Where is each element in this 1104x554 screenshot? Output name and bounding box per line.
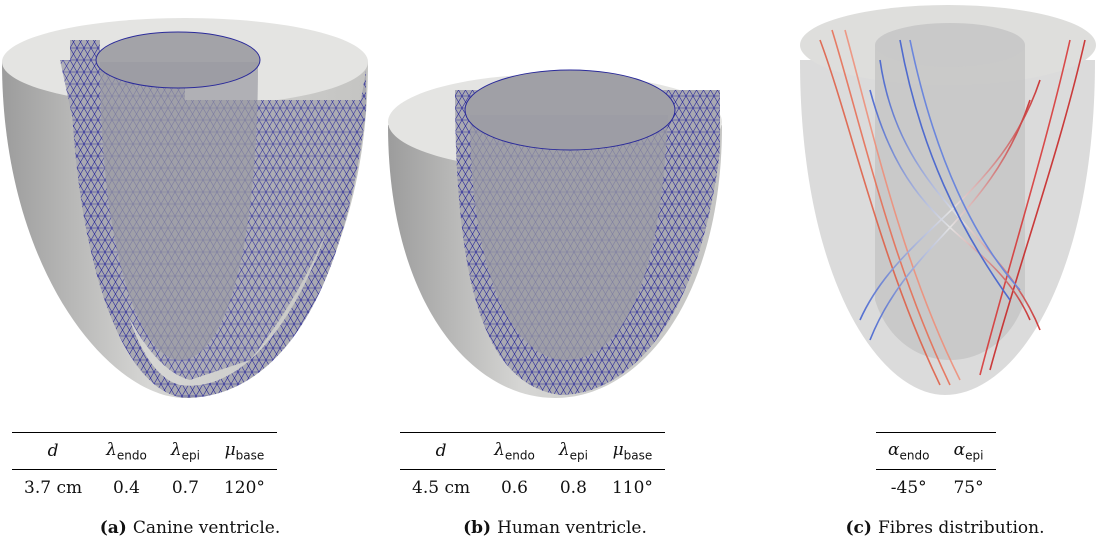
symbol: λ (559, 440, 570, 460)
caption-b: (b) Human ventricle. (405, 518, 705, 538)
cell: 0.8 (547, 470, 600, 507)
subscript: epi (965, 448, 983, 462)
subscript: endo (117, 448, 147, 462)
cell: 3.7 cm (12, 470, 94, 507)
caption-text: Canine ventricle. (133, 518, 280, 538)
symbol: λ (106, 440, 117, 460)
header-cell: λepi (547, 433, 600, 470)
subscript: base (236, 448, 265, 462)
cell: 4.5 cm (400, 470, 482, 507)
human-ventricle (388, 70, 722, 398)
figure: d λendo λepi μbase 3.7 cm 0.4 0.7 120° (… (0, 0, 1104, 554)
subscript: epi (570, 448, 588, 462)
caption-text: Fibres distribution. (878, 518, 1045, 538)
fibre-distribution (800, 5, 1096, 395)
caption-text: Human ventricle. (497, 518, 647, 538)
cell: 0.7 (159, 470, 212, 507)
subscript: base (624, 448, 653, 462)
cell: -45° (876, 470, 941, 507)
cell: 0.4 (94, 470, 159, 507)
header-cell: αepi (941, 433, 995, 470)
symbol: μ (613, 440, 624, 460)
symbol: α (954, 440, 965, 460)
subscript: endo (899, 448, 929, 462)
header-cell: αendo (876, 433, 941, 470)
header-cell: μbase (212, 433, 277, 470)
symbol: d (436, 441, 447, 461)
symbol: α (888, 440, 899, 460)
header-cell: λepi (159, 433, 212, 470)
header-cell: λendo (94, 433, 159, 470)
cell: 75° (941, 470, 995, 507)
symbol: d (48, 441, 59, 461)
ventricle-renders (0, 0, 1104, 420)
symbol: λ (171, 440, 182, 460)
header-cell: λendo (482, 433, 547, 470)
caption-a: (a) Canine ventricle. (40, 518, 340, 538)
header-cell: μbase (600, 433, 665, 470)
cell: 120° (212, 470, 277, 507)
label: (c) (845, 518, 871, 538)
header-cell: d (12, 433, 94, 470)
table-c: αendo αepi -45° 75° (876, 432, 996, 506)
table-b: d λendo λepi μbase 4.5 cm 0.6 0.8 110° (400, 432, 665, 506)
label: (b) (463, 518, 491, 538)
header-cell: d (400, 433, 482, 470)
symbol: μ (225, 440, 236, 460)
label: (a) (100, 518, 127, 538)
cell: 0.6 (482, 470, 547, 507)
canine-ventricle (2, 18, 368, 398)
subscript: epi (182, 448, 200, 462)
symbol: λ (494, 440, 505, 460)
table-a: d λendo λepi μbase 3.7 cm 0.4 0.7 120° (12, 432, 277, 506)
caption-c: (c) Fibres distribution. (800, 518, 1090, 538)
subscript: endo (505, 448, 535, 462)
cell: 110° (600, 470, 665, 507)
